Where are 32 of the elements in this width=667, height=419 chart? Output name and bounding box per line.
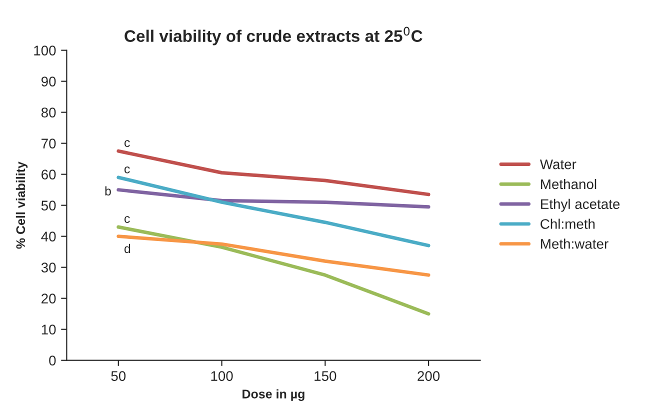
legend-label: Ethyl acetate <box>541 198 620 212</box>
y-tick-label: 20 <box>42 294 56 304</box>
legend-label: Meth:water <box>541 238 608 249</box>
x-tick-label: 150 <box>314 371 336 381</box>
y-tick-label: 50 <box>41 200 56 210</box>
y-tick-label: 10 <box>42 324 56 335</box>
x-tick-label: 50 <box>111 371 126 381</box>
annotation: c <box>124 140 130 148</box>
y-tick-label: 70 <box>42 138 56 148</box>
x-tick-label: 200 <box>418 371 440 381</box>
x-axis-title: Dose in µg <box>242 389 304 401</box>
line-series <box>116 188 430 209</box>
y-tick-label: 90 <box>41 76 56 86</box>
y-tick-label: 80 <box>41 108 56 118</box>
annotation: b <box>105 186 111 196</box>
annotation: c <box>124 216 130 223</box>
line-series <box>116 225 430 316</box>
y-tick-label: 100 <box>34 46 56 56</box>
legend-label: Water <box>540 160 576 170</box>
y-tick-label: 60 <box>42 170 56 180</box>
annotation: c <box>124 166 130 174</box>
annotation: d <box>124 244 130 254</box>
y-tick-label: 40 <box>41 232 56 242</box>
line-series <box>116 149 430 196</box>
line-series <box>116 234 430 277</box>
chart-title: Cell viability of crude extracts at 25$^{0}$C <box>124 26 422 46</box>
legend-label: Methanol <box>541 178 596 190</box>
y-tick-label: 30 <box>41 262 56 272</box>
y-axis-title: % Cell viability <box>16 162 28 249</box>
y-tick-label: 0 <box>49 356 56 366</box>
legend-label: Chl:meth <box>540 218 595 229</box>
x-tick-label: 100 <box>211 371 233 381</box>
